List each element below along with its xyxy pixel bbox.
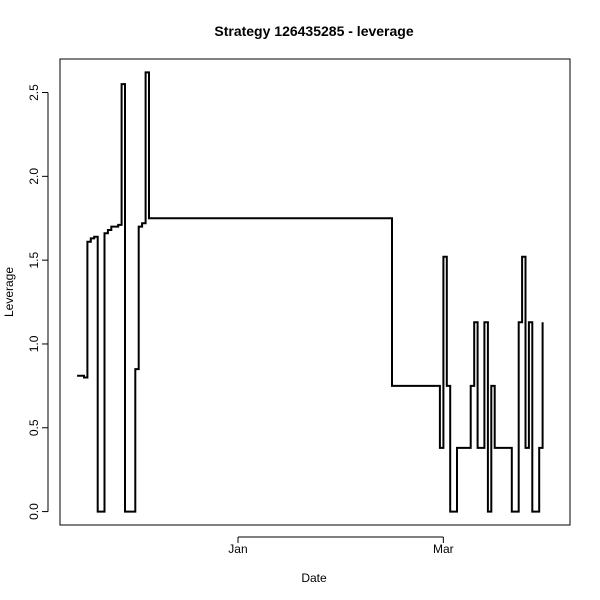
y-tick-label: 1.5 xyxy=(27,251,41,268)
leverage-series-line xyxy=(77,71,544,513)
x-tick-label: Jan xyxy=(228,542,247,556)
x-axis-label: Date xyxy=(301,571,327,585)
y-tick-label: 0.0 xyxy=(27,503,41,520)
y-tick-label: 1.0 xyxy=(27,335,41,352)
y-tick-label: 2.0 xyxy=(27,168,41,185)
y-tick-label: 2.5 xyxy=(27,84,41,101)
y-tick-label: 0.5 xyxy=(27,419,41,436)
y-axis: 0.0 0.5 1.0 1.5 2.0 2.5 xyxy=(27,84,49,520)
x-axis: Jan Mar xyxy=(228,536,454,556)
y-axis-label: Leverage xyxy=(2,267,16,317)
chart-title: Strategy 126435285 - leverage xyxy=(214,23,413,39)
plot-frame xyxy=(59,58,571,526)
x-tick-label: Mar xyxy=(433,542,454,556)
